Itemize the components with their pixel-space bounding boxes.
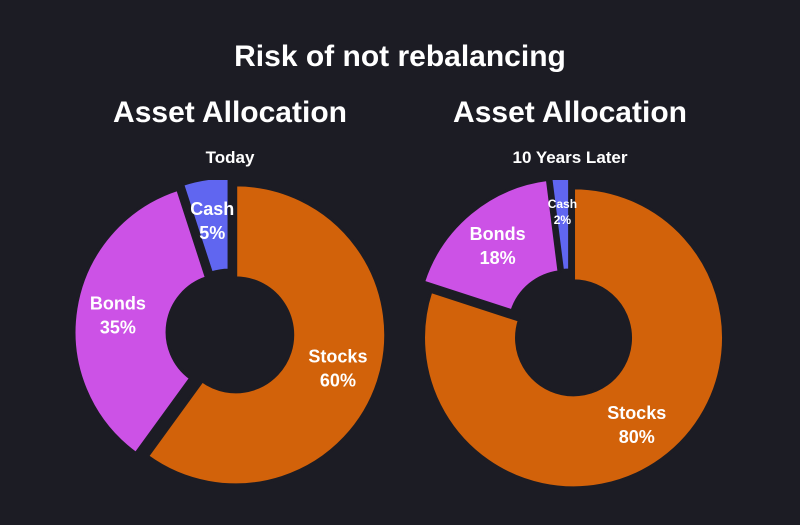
slice-label-cash-1: Cash bbox=[548, 197, 577, 211]
slice-cash-0 bbox=[181, 180, 231, 275]
right-chart-title: Asset Allocation bbox=[453, 96, 687, 129]
slice-value-stocks-0: 60% bbox=[320, 370, 356, 390]
right-chart-subtitle: 10 Years Later bbox=[512, 148, 628, 167]
slice-label-cash-0: Cash bbox=[190, 199, 234, 219]
slice-label-bonds-1: Bonds bbox=[470, 224, 526, 244]
donut-charts: Stocks 60% Bonds 35% Cash 5% Stocks 80% Bonds 18%… bbox=[72, 180, 726, 490]
slice-cash-1 bbox=[549, 180, 572, 272]
slice-label-bonds-0: Bonds bbox=[90, 294, 146, 314]
left-chart-subtitle: Today bbox=[205, 148, 255, 167]
left-chart-title: Asset Allocation bbox=[113, 96, 347, 129]
slice-stocks-1 bbox=[422, 186, 726, 490]
slice-bonds-1 bbox=[422, 180, 561, 313]
slice-value-stocks-1: 80% bbox=[619, 427, 655, 447]
slice-value-cash-1: 2% bbox=[554, 213, 572, 227]
slice-label-stocks-0: Stocks bbox=[308, 346, 367, 366]
slice-label-stocks-1: Stocks bbox=[607, 403, 666, 423]
slice-stocks-0 bbox=[146, 183, 388, 487]
slice-bonds-0 bbox=[72, 187, 208, 455]
slice-value-bonds-1: 18% bbox=[480, 248, 516, 268]
slice-value-bonds-0: 35% bbox=[100, 318, 136, 338]
slice-value-cash-0: 5% bbox=[199, 223, 225, 243]
chart-main-title: Risk of not rebalancing bbox=[234, 40, 566, 73]
